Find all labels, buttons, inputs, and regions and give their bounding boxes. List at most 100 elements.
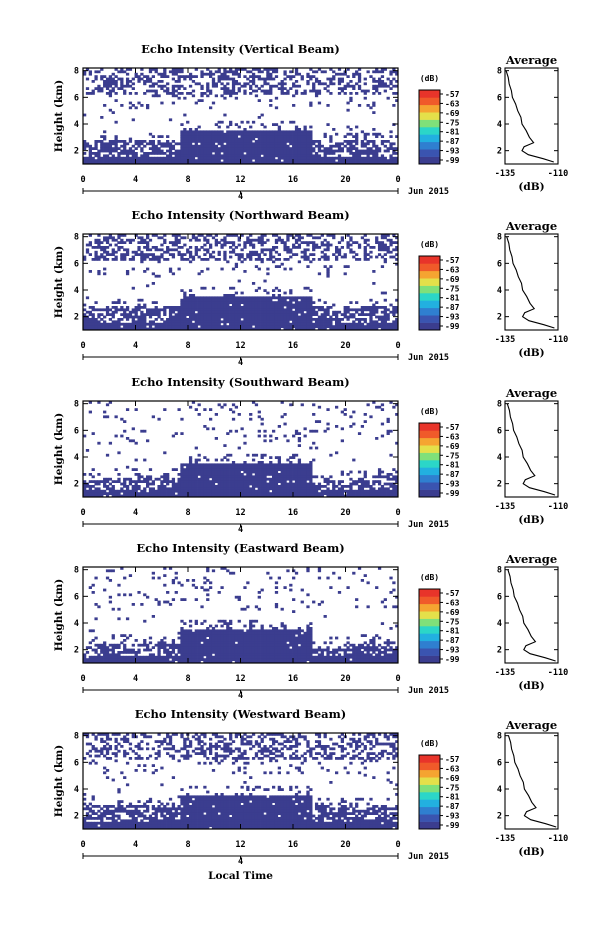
heatmap-cell: [246, 137, 250, 141]
heatmap-cell: [200, 325, 204, 328]
heatmap-cell: [240, 468, 244, 471]
heatmap-cell: [251, 130, 256, 134]
heatmap-cell: [171, 156, 176, 160]
heatmap-cell: [314, 154, 319, 158]
heatmap-cell: [249, 234, 253, 237]
heatmap-cell: [340, 325, 344, 328]
heatmap-cell: [329, 147, 333, 150]
heatmap-cell: [163, 473, 167, 476]
panel-title: Echo Intensity (Southward Beam): [131, 375, 349, 389]
heatmap-cell: [97, 246, 101, 249]
heatmap-cell: [123, 248, 127, 252]
heatmap-cell: [174, 432, 178, 435]
heatmap-cell: [246, 142, 250, 146]
heatmap-cell: [277, 125, 281, 129]
heatmap-cell: [160, 161, 164, 165]
heatmap-cell: [363, 96, 367, 100]
heatmap-cell: [160, 480, 164, 483]
heatmap-cell: [309, 308, 313, 312]
heatmap-cell: [323, 149, 327, 153]
heatmap-cell: [237, 296, 241, 300]
heatmap-cell: [263, 303, 267, 307]
heatmap-cell: [197, 147, 201, 150]
heatmap-cell: [134, 147, 138, 150]
heatmap-cell: [131, 492, 135, 495]
heatmap-cell: [214, 123, 218, 126]
heatmap-cell: [223, 298, 227, 302]
heatmap-cell: [274, 306, 279, 309]
heatmap-cell: [257, 327, 261, 331]
heatmap-cell: [383, 82, 387, 86]
heatmap-cell: [83, 320, 87, 324]
heatmap-cell: [335, 149, 339, 153]
heatmap-cell: [217, 463, 221, 467]
heatmap-cell: [266, 482, 270, 486]
heatmap-cell: [257, 463, 261, 467]
colorbar-swatch: [419, 482, 440, 490]
heatmap-cell: [300, 470, 304, 474]
heatmap-cell: [243, 135, 247, 138]
heatmap-cell: [226, 313, 230, 316]
heatmap-cell: [191, 308, 196, 312]
heatmap-cell: [186, 120, 190, 124]
heatmap-cell: [111, 87, 115, 90]
heatmap-cell: [332, 234, 336, 237]
heatmap-cell: [372, 282, 376, 285]
heatmap-cell: [120, 68, 124, 71]
heatmap-cell: [272, 147, 276, 150]
heatmap-cell: [174, 494, 178, 498]
heatmap-cell: [363, 492, 367, 495]
heatmap-cell: [323, 132, 327, 136]
heatmap-cell: [140, 250, 144, 254]
heatmap-cell: [220, 144, 224, 148]
heatmap-cell: [143, 320, 147, 324]
heatmap-cell: [206, 156, 210, 160]
heatmap-cell: [332, 325, 336, 328]
heatmap-cell: [292, 82, 296, 86]
heatmap-cell: [243, 477, 247, 481]
heatmap-cell: [251, 147, 256, 150]
heatmap-cell: [274, 308, 279, 312]
heatmap-cell: [251, 243, 256, 247]
heatmap-cell: [380, 140, 385, 143]
heatmap-cell: [140, 260, 144, 264]
heatmap-cell: [266, 238, 270, 242]
heatmap-cell: [240, 482, 244, 486]
heatmap-cell: [183, 96, 187, 100]
heatmap-cell: [277, 154, 281, 158]
heatmap-cell: [366, 243, 370, 247]
heatmap-cell: [263, 137, 267, 141]
heatmap-cell: [269, 130, 273, 134]
heatmap-cell: [214, 477, 218, 481]
heatmap-cell: [254, 94, 259, 98]
heatmap-cell: [194, 82, 198, 86]
heatmap-cell: [260, 241, 264, 244]
heatmap-cell: [266, 313, 270, 316]
heatmap-cell: [91, 315, 95, 319]
heatmap-cell: [234, 156, 239, 160]
heatmap-cell: [360, 327, 365, 331]
heatmap-cell: [103, 308, 107, 312]
heatmap-cell: [214, 82, 218, 86]
heatmap-cell: [229, 77, 233, 81]
heatmap-cell: [231, 301, 236, 304]
colorbar-frame: [418, 255, 441, 331]
heatmap-cell: [292, 159, 296, 162]
heatmap-cell: [166, 327, 170, 331]
heatmap-cell: [274, 68, 279, 71]
heatmap-cell: [223, 154, 227, 158]
heatmap-cell: [140, 315, 144, 319]
heatmap-cell: [151, 487, 155, 491]
heatmap-cell: [335, 248, 339, 252]
heatmap-cell: [237, 315, 241, 319]
heatmap-cell: [260, 489, 264, 493]
heatmap-cell: [266, 487, 270, 491]
heatmap-cell: [203, 243, 207, 247]
heatmap-cell: [120, 241, 124, 244]
heatmap-cell: [223, 147, 227, 150]
heatmap-cell: [240, 463, 244, 467]
heatmap-cell: [217, 492, 221, 495]
x-tick-label: 12: [235, 175, 245, 185]
heatmap-cell: [234, 303, 239, 307]
heatmap-cell: [392, 468, 396, 471]
